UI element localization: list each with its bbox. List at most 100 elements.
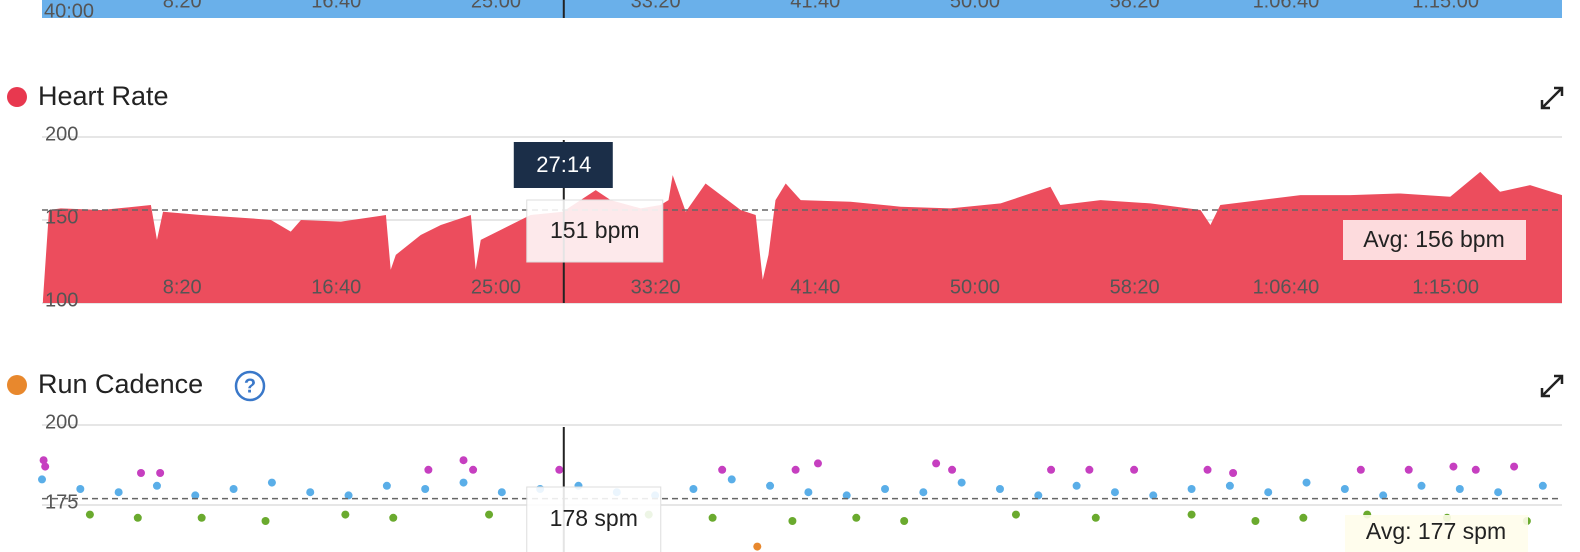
cadence-dot (344, 491, 353, 500)
cadence-dot (76, 485, 85, 493)
cad-tooltip (526, 486, 662, 552)
y-tick-label: 200 (45, 123, 78, 145)
cadence-dot (1299, 513, 1308, 522)
hr-tooltip (526, 199, 664, 263)
cadence-dot (881, 485, 890, 493)
cadence-dot (1404, 465, 1413, 474)
cadence-dot (1085, 465, 1094, 474)
cadence-dot (469, 465, 478, 474)
cadence-dot (1072, 481, 1081, 490)
cadence-dot (791, 465, 800, 474)
help-icon[interactable] (234, 370, 266, 402)
cadence-dot (708, 513, 717, 522)
cadence-dot (788, 517, 797, 525)
cadence-dot (1091, 513, 1100, 522)
cadence-dot (1229, 469, 1238, 477)
cadence-dot (421, 485, 430, 493)
expand-icon[interactable] (1540, 86, 1564, 110)
x-tick-label: 50:00 (950, 0, 1000, 12)
hr-title: Heart Rate (38, 81, 169, 111)
cadence-dot (727, 475, 736, 484)
cadence-dot (1187, 510, 1196, 519)
cadence-dot (261, 517, 270, 525)
cadence-dot (1130, 465, 1139, 474)
cadence-dot (1340, 485, 1349, 493)
cadence-dot (341, 510, 350, 519)
cadence-dot (1455, 485, 1464, 493)
y-tick-label: 175 (45, 491, 78, 513)
x-tick-label: 58:20 (1110, 0, 1160, 12)
plot (38, 424, 1562, 551)
x-tick-label: 16:40 (311, 0, 361, 12)
x-tick-label: 58:20 (1110, 276, 1160, 298)
plot (42, 136, 1562, 304)
cadence-dot (753, 542, 762, 551)
x-tick-label: 25:00 (471, 276, 521, 298)
time-tooltip (513, 142, 613, 188)
y-tick-label: 150 (45, 206, 78, 228)
cadence-dot (133, 513, 142, 522)
x-tick-label: 1:06:40 (1253, 276, 1320, 298)
expand-icon[interactable] (1540, 374, 1564, 398)
cadence-dot (136, 469, 145, 477)
cadence-dot (948, 465, 957, 474)
cadence-dot (1302, 478, 1311, 487)
cadence-dot (1034, 491, 1043, 500)
cadence-dot (1379, 491, 1388, 500)
cadence-dot (1149, 491, 1158, 500)
cadence-dot (842, 491, 851, 500)
hr-legend-dot (7, 87, 27, 107)
cadence-dot (804, 488, 813, 497)
cadence-dot (1356, 465, 1365, 474)
pace-fill (42, 0, 1562, 18)
cadence-dot (1047, 465, 1056, 474)
hr-tooltip-label: 151 bpm (550, 217, 640, 243)
cadence-dot (38, 475, 46, 484)
cadence-dot (1110, 488, 1119, 497)
x-tick-label: 33:20 (631, 0, 681, 12)
x-tick-label: 41:40 (790, 0, 840, 12)
hr-average-box (1343, 220, 1526, 260)
cadence-dot (689, 485, 698, 493)
cadence-dot (995, 485, 1004, 493)
cadence-dot (156, 469, 165, 477)
cadence-dot (957, 478, 966, 487)
cadence-dot (766, 481, 775, 490)
cadence-dot (1251, 517, 1260, 525)
x-tick-label: 1:15:00 (1412, 0, 1479, 12)
cadence-dot (191, 491, 200, 500)
y-tick-label: 200 (45, 411, 78, 433)
cadence-dot (1510, 462, 1519, 471)
cad-title: Run Cadence (38, 369, 203, 399)
x-tick-label: 1:15:00 (1412, 276, 1479, 298)
x-tick-label: 50:00 (950, 276, 1000, 298)
x-tick-label: 16:40 (311, 276, 361, 298)
cadence-dot (1011, 510, 1020, 519)
cadence-dot (1471, 465, 1480, 474)
x-tick-label: 41:40 (790, 276, 840, 298)
cadence-dot (485, 510, 494, 519)
cadence-dot (306, 488, 315, 497)
cadence-dot (424, 465, 433, 474)
cadence-dot (1494, 488, 1503, 497)
cadence-dot (813, 459, 822, 468)
y-tick-label: 100 (45, 289, 78, 311)
cadence-dot (459, 478, 468, 487)
cadence-dot (229, 485, 238, 493)
cadence-dot (267, 478, 276, 487)
cad-legend-dot (7, 375, 27, 395)
cadence-dot (197, 513, 206, 522)
time-label: 27:14 (536, 152, 591, 177)
x-tick-label: 25:00 (471, 0, 521, 12)
hr-area (42, 171, 1562, 303)
help-mark[interactable]: ? (244, 375, 256, 397)
cadence-dot (389, 513, 398, 522)
cad-average-box (1345, 515, 1528, 552)
cadence-dot (1449, 462, 1458, 471)
cad-average-label: Avg: 177 spm (1366, 518, 1506, 544)
hr-average-label: Avg: 156 bpm (1363, 226, 1505, 252)
cadence-dot (1538, 481, 1547, 490)
cadence-dot (1225, 481, 1234, 490)
